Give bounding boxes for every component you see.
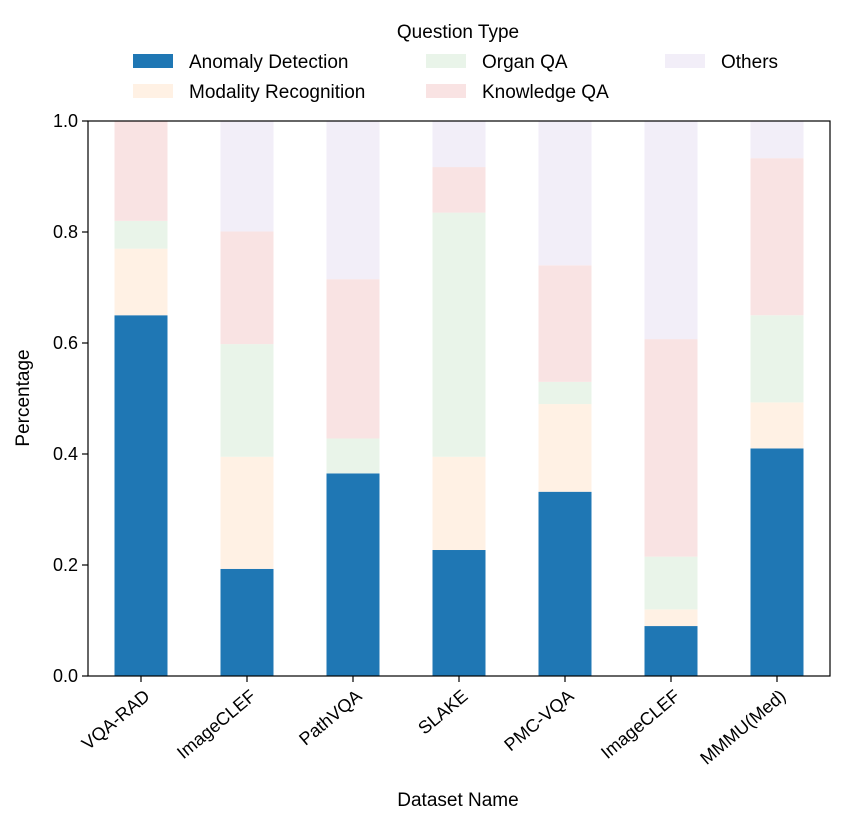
bar-segment — [644, 121, 698, 340]
x-tick-label: ImageCLEF — [597, 686, 683, 763]
bar-segment — [644, 339, 698, 557]
y-tick-label: 0.8 — [53, 222, 78, 242]
bar-segment — [114, 220, 168, 249]
x-tick-label: VQA-RAD — [78, 686, 154, 754]
legend-label: Organ QA — [482, 52, 568, 73]
x-tick-label: ImageCLEF — [173, 686, 259, 763]
legend-swatch — [426, 54, 466, 68]
x-axis-label: Dataset Name — [397, 790, 518, 811]
legend-title: Question Type — [397, 22, 519, 43]
y-tick-label: 0.2 — [53, 555, 78, 575]
bar-segment — [432, 550, 486, 676]
y-tick-label: 0.0 — [53, 666, 78, 686]
legend-swatch — [133, 54, 173, 68]
bar-segment — [220, 231, 274, 345]
y-tick-label: 0.6 — [53, 333, 78, 353]
bar-segment — [750, 121, 804, 159]
bar-segment — [538, 404, 592, 492]
bar-segment — [326, 473, 380, 676]
bar-segment — [220, 121, 274, 232]
y-axis: 0.0 0.2 0.4 0.6 0.8 1.0 — [53, 111, 88, 686]
legend-label: Modality Recognition — [189, 82, 365, 103]
x-tick-label: PathVQA — [295, 686, 365, 750]
bar-segment — [432, 121, 486, 168]
bar-segment — [326, 279, 380, 439]
bar-segment — [644, 626, 698, 676]
bar-segment — [326, 121, 380, 280]
bar-segment — [114, 248, 168, 316]
bar-segment — [644, 609, 698, 627]
bar-segment — [750, 402, 804, 449]
legend: Anomaly Detection Modality Recognition Org… — [133, 52, 778, 103]
legend-label: Anomaly Detection — [189, 52, 348, 73]
bar-segment — [432, 167, 486, 213]
bar-segment — [750, 448, 804, 676]
y-axis-label: Percentage — [13, 349, 34, 446]
x-axis: VQA-RAD ImageCLEF PathVQA SLAKE PMC-VQA Image… — [78, 676, 790, 769]
bar-segment — [432, 212, 486, 457]
legend-label: Knowledge QA — [482, 82, 609, 103]
bar-segment — [750, 315, 804, 403]
legend-swatch — [665, 54, 705, 68]
bar-segment — [220, 344, 274, 457]
y-tick-label: 1.0 — [53, 111, 78, 131]
bar-segment — [220, 568, 274, 676]
bar-segment — [644, 556, 698, 610]
bar-segment — [326, 438, 380, 474]
bar-segment — [538, 265, 592, 382]
bars-group — [114, 121, 804, 676]
bar-segment — [114, 121, 168, 221]
bar-segment — [538, 381, 592, 405]
bar-segment — [538, 491, 592, 676]
bar-segment — [432, 456, 486, 551]
x-tick-label: SLAKE — [414, 686, 471, 739]
bar-segment — [114, 315, 168, 676]
legend-swatch — [426, 84, 466, 98]
bar-segment — [220, 456, 274, 569]
bar-segment — [538, 121, 592, 266]
bar-segment — [750, 158, 804, 316]
x-tick-label: PMC-VQA — [500, 686, 577, 755]
x-tick-label: MMMU(Med) — [696, 686, 789, 769]
legend-label: Others — [721, 52, 778, 73]
legend-swatch — [133, 84, 173, 98]
y-tick-label: 0.4 — [53, 444, 78, 464]
